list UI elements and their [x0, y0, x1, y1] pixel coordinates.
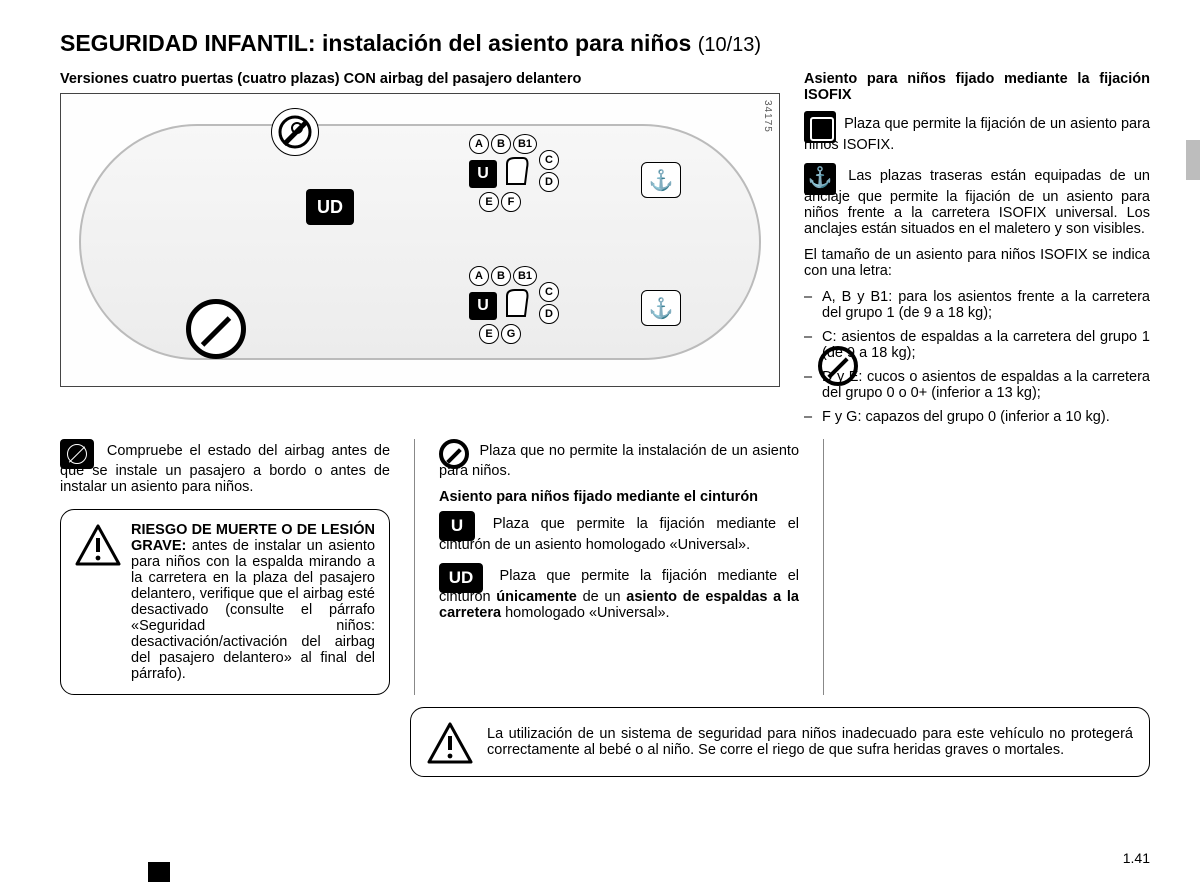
- size-item: C: asientos de espaldas a la carretera d…: [804, 329, 1150, 361]
- rear-lower-letters-eg: E G: [479, 324, 521, 344]
- size-item: A, B y B1: para los asientos frente a la…: [804, 289, 1150, 321]
- rear-upper-letters-ef: E F: [479, 192, 521, 212]
- warning-icon: [427, 722, 473, 764]
- seat-icon-upper: [501, 154, 533, 193]
- danger-text: RIESGO DE MUERTE O DE LESIÓN GRAVE: ante…: [131, 522, 375, 682]
- isofix-heading: Asiento para niños fijado mediante la fi…: [804, 71, 1150, 103]
- col-middle: Plaza que no permite la instalación de u…: [439, 439, 799, 695]
- title-sub: instalación del asiento para niños: [322, 30, 691, 56]
- letter-c: C: [539, 150, 559, 170]
- side-tab: [1186, 140, 1200, 180]
- anchor-icon-lower: ⚓: [641, 290, 681, 326]
- rear-upper-letters-cd: C D: [539, 150, 559, 192]
- front-passenger-airbag-icon: [271, 108, 319, 156]
- size-item: F y G: capazos del grupo 0 (inferior a 1…: [804, 409, 1150, 425]
- ud-note: UD Plaza que permite la fijación mediant…: [439, 563, 799, 621]
- isofix-seat-note: Plaza que permite la fijación de un asie…: [804, 111, 1150, 153]
- prohibit-note: Plaza que no permite la instalación de u…: [439, 439, 799, 479]
- rear-lower-letters-row1: A B B1: [469, 266, 537, 286]
- anchor-icon-upper: ⚓: [641, 162, 681, 198]
- isofix-size-intro: El tamaño de un asiento para niños ISOFI…: [804, 247, 1150, 279]
- ud-badge: UD: [306, 189, 354, 225]
- image-ref: 34175: [762, 100, 773, 133]
- size-item: D y E: cucos o asientos de espaldas a la…: [804, 369, 1150, 401]
- danger-box: RIESGO DE MUERTE O DE LESIÓN GRAVE: ante…: [60, 509, 390, 695]
- column-separator: [414, 439, 415, 695]
- letter-b: B: [491, 134, 511, 154]
- airbag-check-icon: [60, 439, 94, 469]
- seat-icon-lower: [501, 286, 533, 325]
- rear-lower-letters-cd: C D: [539, 282, 559, 324]
- ud-label: UD: [317, 197, 343, 218]
- col-left: Compruebe el estado del airbag antes de …: [60, 439, 390, 695]
- u-badge-lower: U: [469, 292, 497, 320]
- letter-a: A: [469, 134, 489, 154]
- isofix-size-list: A, B y B1: para los asientos frente a la…: [804, 289, 1150, 425]
- bottom-columns: Compruebe el estado del airbag antes de …: [60, 439, 1150, 695]
- title-counter: (10/13): [698, 34, 761, 56]
- airbag-check-note: Compruebe el estado del airbag antes de …: [60, 439, 390, 495]
- isofix-column: Asiento para niños fijado mediante la fi…: [804, 71, 1150, 433]
- rear-upper-letters-row1: A B B1: [469, 134, 537, 154]
- col-right-spacer: [848, 439, 1150, 695]
- top-row: Versiones cuatro puertas (cuatro plazas)…: [60, 71, 1150, 433]
- wide-note-text: La utilización de un sistema de segurida…: [487, 726, 1133, 758]
- belt-heading: Asiento para niños fijado mediante el ci…: [439, 489, 799, 505]
- bottom-note-row: La utilización de un sistema de segurida…: [60, 707, 1150, 777]
- u-badge-upper: U: [469, 160, 497, 188]
- anchor-icon: [804, 163, 836, 195]
- u-note: U Plaza que permite la fijación mediante…: [439, 511, 799, 553]
- letter-e: E: [479, 192, 499, 212]
- anchor-note: Las plazas traseras están equipadas de u…: [804, 163, 1150, 237]
- prohibit-icon: [439, 439, 469, 469]
- front-driver-prohibit-icon: [186, 299, 246, 359]
- page-number: 1.41: [1123, 850, 1150, 866]
- page-title: SEGURIDAD INFANTIL: instalación del asie…: [60, 30, 1150, 57]
- column-separator-2: [823, 439, 824, 695]
- car-diagram: 34175 UD A B: [60, 93, 780, 387]
- inadequate-system-warning: La utilización de un sistema de segurida…: [410, 707, 1150, 777]
- title-main: SEGURIDAD INFANTIL:: [60, 30, 316, 56]
- warning-icon: [75, 524, 121, 566]
- letter-f: F: [501, 192, 521, 212]
- isofix-icon: [804, 111, 836, 143]
- diagram-subtitle: Versiones cuatro puertas (cuatro plazas)…: [60, 71, 780, 87]
- diagram-column: Versiones cuatro puertas (cuatro plazas)…: [60, 71, 780, 433]
- letter-d: D: [539, 172, 559, 192]
- letter-b1: B1: [513, 134, 537, 154]
- footer-mark: [148, 862, 170, 882]
